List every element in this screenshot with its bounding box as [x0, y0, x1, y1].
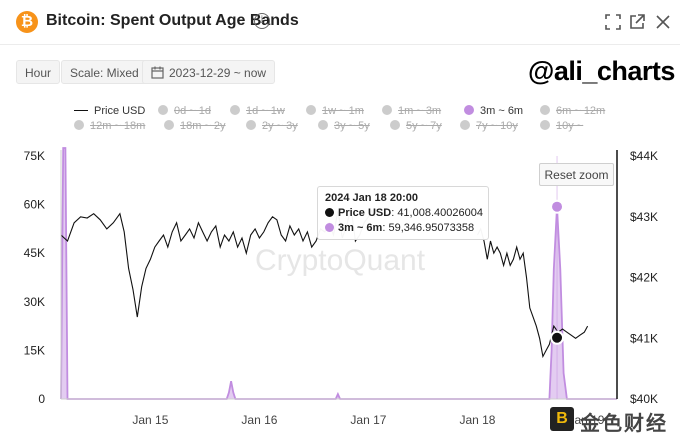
legend-label: 1d ~ 1w: [246, 105, 285, 117]
legend-item[interactable]: 12m ~ 18m: [74, 120, 145, 132]
legend-dot-icon: [318, 120, 328, 130]
chart-title: Bitcoin: Spent Output Age Bands: [46, 12, 299, 29]
legend-label: 0d ~ 1d: [174, 105, 212, 117]
legend-label: 2y ~ 3y: [262, 120, 298, 132]
band-dot-icon: [325, 223, 334, 232]
info-icon[interactable]: i: [254, 13, 270, 29]
tooltip-band-row: 3m ~ 6m: 59,346.95073358: [325, 221, 481, 236]
reset-zoom-button[interactable]: Reset zoom: [539, 163, 614, 186]
legend-label: 3y ~ 5y: [334, 120, 370, 132]
legend-dot-icon: [74, 120, 84, 130]
legend-label: 10y ~: [556, 120, 584, 132]
y-left-tick-label: 60K: [24, 198, 45, 212]
tooltip-price-value: : 41,008.40026004: [391, 207, 483, 219]
legend-dot-icon: [158, 105, 168, 115]
legend-item[interactable]: 0d ~ 1d: [158, 105, 211, 117]
x-tick-label: Jan 16: [241, 413, 277, 427]
price-dot-icon: [325, 208, 334, 217]
calendar-icon: [151, 66, 164, 79]
x-tick-label: Jan 18: [459, 413, 495, 427]
y-left-tick-label: 75K: [24, 149, 45, 163]
x-tick-label: Jan 17: [350, 413, 386, 427]
y-right-tick-label: $44K: [630, 149, 658, 163]
legend-item[interactable]: 3y ~ 5y: [318, 120, 370, 132]
legend-item[interactable]: 7y ~ 10y: [460, 120, 518, 132]
x-tick-label: Jan 19: [568, 413, 604, 427]
y-left-tick-label: 30K: [24, 295, 45, 309]
legend-item[interactable]: 6m ~ 12m: [540, 105, 605, 117]
tooltip-band-label: 3m ~ 6m: [338, 222, 383, 234]
y-left-tick-label: 15K: [24, 343, 45, 357]
legend-item[interactable]: 10y ~: [540, 120, 583, 132]
brand-text: 金色财经: [580, 413, 668, 435]
legend-dot-icon: [390, 120, 400, 130]
legend-dot-icon: [246, 120, 256, 130]
legend-item[interactable]: 3m ~ 6m: [464, 105, 523, 117]
legend-label: 18m ~ 2y: [180, 120, 226, 132]
price-highlight-marker: [550, 330, 565, 345]
legend-label: 6m ~ 12m: [556, 105, 606, 117]
cryptoquant-watermark: CryptoQuant: [255, 244, 426, 277]
legend-label: 7y ~ 10y: [476, 120, 518, 132]
date-range-label: 2023-12-29 ~ now: [169, 66, 267, 80]
bitcoin-icon: ₿: [16, 11, 38, 33]
legend-item[interactable]: 1w ~ 1m: [306, 105, 364, 117]
legend-dot-icon: [164, 120, 174, 130]
y-right-tick-label: $40K: [630, 392, 658, 406]
x-tick-label: Jan 15: [132, 413, 168, 427]
legend-item[interactable]: 1d ~ 1w: [230, 105, 285, 117]
author-handle: @ali_charts: [528, 56, 675, 86]
legend-dot-icon: [382, 105, 392, 115]
legend-line-icon: [74, 110, 88, 111]
band-highlight-marker: [550, 199, 565, 214]
legend-item[interactable]: 18m ~ 2y: [164, 120, 226, 132]
y-right-tick-label: $41K: [630, 331, 658, 345]
legend-label: 1m ~ 3m: [398, 105, 442, 117]
open-external-icon[interactable]: [628, 13, 646, 31]
tooltip-date: 2024 Jan 18 20:00: [325, 192, 418, 204]
legend-item[interactable]: 1m ~ 3m: [382, 105, 441, 117]
tooltip-price-row: Price USD: 41,008.40026004: [325, 206, 483, 221]
legend-dot-icon: [540, 120, 550, 130]
panel-header: ₿ Bitcoin: Spent Output Age Bands i: [0, 0, 680, 45]
legend-label: 5y ~ 7y: [406, 120, 442, 132]
legend-dot-icon: [460, 120, 470, 130]
tooltip-price-label: Price USD: [338, 207, 392, 219]
y-left-tick-label: 45K: [24, 246, 45, 260]
corner-brand-watermark: B 金色财经: [550, 405, 675, 435]
legend-label: 1w ~ 1m: [322, 105, 364, 117]
fullscreen-icon[interactable]: [604, 13, 622, 31]
legend-item[interactable]: 2y ~ 3y: [246, 120, 298, 132]
y-right-tick-label: $43K: [630, 210, 658, 224]
y-right-tick-label: $42K: [630, 271, 658, 285]
legend-dot-icon: [306, 105, 316, 115]
legend-label: 3m ~ 6m: [480, 105, 524, 117]
series-area-3m-6m: [61, 148, 617, 399]
close-icon[interactable]: [654, 13, 672, 31]
legend-dot-icon: [230, 105, 240, 115]
hover-tooltip: 2024 Jan 18 20:00 Price USD: 41,008.4002…: [317, 186, 489, 240]
y-left-tick-label: 0: [38, 392, 45, 406]
legend-item[interactable]: 5y ~ 7y: [390, 120, 442, 132]
legend-label: 12m ~ 18m: [90, 120, 146, 132]
legend-label: Price USD: [94, 105, 146, 117]
date-range-picker[interactable]: 2023-12-29 ~ now: [142, 60, 276, 84]
interval-select[interactable]: Hour: [16, 60, 61, 84]
legend-dot-icon: [540, 105, 550, 115]
brand-logo-icon: B: [550, 407, 574, 431]
tooltip-band-value: : 59,346.95073358: [382, 222, 475, 234]
legend-item[interactable]: Price USD: [74, 105, 145, 117]
legend-dot-icon: [464, 105, 474, 115]
